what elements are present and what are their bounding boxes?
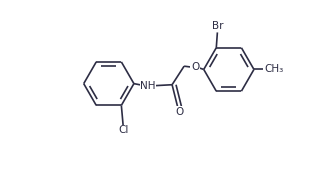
Text: Cl: Cl (118, 125, 128, 136)
Text: Br: Br (212, 21, 223, 31)
Text: O: O (191, 62, 199, 72)
Text: NH: NH (140, 81, 156, 91)
Text: CH₃: CH₃ (264, 64, 284, 74)
Text: O: O (176, 107, 184, 117)
